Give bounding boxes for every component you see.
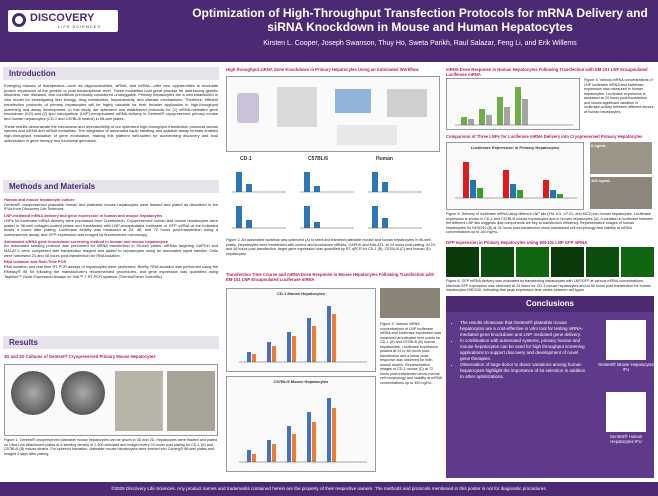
caption: Figure 4. Various mRNA concentrations of… bbox=[584, 78, 654, 114]
bar-chart bbox=[239, 398, 367, 463]
bar-chart bbox=[239, 306, 367, 363]
logo: DISCOVERY LIFE SCIENCES bbox=[8, 10, 118, 32]
subheading: High-throughput siRNA Gene Knockdown in … bbox=[226, 67, 419, 72]
workflow-diagram bbox=[226, 76, 440, 152]
bar-panels bbox=[232, 172, 422, 229]
culture-image bbox=[115, 371, 163, 431]
bar-chart bbox=[455, 87, 573, 126]
conclusion: Observation of large donor to donor vari… bbox=[460, 362, 588, 380]
methods: Human and mouse hepatocyte culture Gente… bbox=[4, 196, 218, 279]
conclusions-box: The results showcase that Gentest® plate… bbox=[446, 312, 654, 478]
logo-mark bbox=[12, 13, 26, 27]
method-text: LNPs for luciferase mRNA delivery were p… bbox=[4, 217, 218, 237]
caption: Figure 3. Various mRNA concentrations of… bbox=[380, 322, 442, 385]
method-text: RNA isolation and real time RT-PCR assay… bbox=[4, 264, 218, 279]
spheroid-image bbox=[11, 371, 55, 415]
header: DISCOVERY LIFE SCIENCES Optimization of … bbox=[0, 0, 658, 62]
subheading: Comparison of Three LNPs for Luciferase … bbox=[446, 134, 643, 139]
section-heading: Methods and Materials bbox=[3, 180, 219, 193]
instrument-icon bbox=[387, 89, 427, 117]
figure-1 bbox=[4, 364, 218, 436]
method-text: Gentest® cryopreserved plateable human a… bbox=[4, 201, 218, 212]
conclusion: In combination with automated systems, p… bbox=[460, 338, 588, 362]
intro: Emerging classes of therapeutics—such as… bbox=[4, 83, 218, 143]
image-label: 0 ng/mL bbox=[591, 143, 607, 148]
logo-sub: LIFE SCIENCES bbox=[58, 24, 102, 29]
conclusion: The results showcase that Gentest® plate… bbox=[460, 320, 588, 338]
gfp-image bbox=[586, 247, 619, 277]
gfp-image bbox=[446, 247, 479, 277]
chart-panel bbox=[446, 78, 580, 130]
logo-text: DISCOVERY bbox=[30, 12, 95, 24]
spheroid-image bbox=[61, 371, 105, 415]
section-heading: Conclusions bbox=[446, 296, 654, 312]
section-heading: Introduction bbox=[3, 67, 219, 80]
figure-2-panels: CD-1 C57BL/6 Human bbox=[226, 154, 440, 234]
chart-panel: C57BL/6 Mouse Hepatocytes bbox=[226, 376, 376, 472]
qr-label: Gentest® Mouse Hepatocytes IFU bbox=[598, 362, 654, 372]
subheading: 3D and 2D Cultures of Gentest® Cryoprese… bbox=[4, 354, 156, 359]
caption: Figure 1. Gentest® cryopreserved plateab… bbox=[4, 438, 218, 456]
footer: ©2025 Discovery Life Sciences. Any produ… bbox=[0, 482, 658, 496]
qr-label: Gentest® Human Hepatocytes IFU bbox=[609, 434, 643, 444]
micro-image: 0 ng/mL bbox=[590, 142, 652, 174]
method-title: Automated siRNA gene knockdown screening… bbox=[4, 238, 168, 244]
robot-icon bbox=[277, 87, 317, 127]
qpcr-icon bbox=[337, 125, 397, 145]
gfp-images bbox=[446, 247, 654, 277]
chart-panel: CD-1 Mouse Hepatocytes bbox=[226, 288, 376, 372]
caption: Figure 6. GFP mRNA delivery was evaluate… bbox=[446, 279, 651, 292]
subheading: GFP expression in Primary Hepatocytes Us… bbox=[446, 240, 588, 245]
chart-panel: Luciferase Expression in Primary Hepatoc… bbox=[446, 142, 584, 210]
paragraph: Emerging classes of therapeutics—such as… bbox=[4, 83, 218, 121]
gfp-image bbox=[516, 247, 549, 277]
panel-label: Human bbox=[376, 156, 393, 162]
section-heading: Results bbox=[3, 336, 219, 349]
gfp-image bbox=[621, 247, 654, 277]
conclusion-list: The results showcase that Gentest® plate… bbox=[446, 320, 588, 380]
chart-title: Luciferase Expression in Primary Hepatoc… bbox=[470, 145, 560, 150]
method-title: RNA isolation and Real-Time PCR bbox=[4, 259, 67, 265]
micro-image bbox=[380, 288, 440, 318]
culture-image bbox=[167, 371, 215, 431]
paragraph: These results demonstrate the robustness… bbox=[4, 123, 218, 143]
gfp-image bbox=[481, 247, 514, 277]
method-title: Human and mouse hepatocyte culture bbox=[4, 197, 75, 202]
method-title: LNP-mediated mRNA delivery and gene expr… bbox=[4, 213, 163, 219]
vial-icon bbox=[237, 93, 259, 123]
subheading: mRNA Dose Response in Human Hepatocytes … bbox=[446, 67, 648, 77]
authors: Kirsten L. Cooper, Joseph Swanson, Thuy … bbox=[263, 40, 577, 47]
method-text: An automated seeding protocol was perfor… bbox=[4, 243, 218, 258]
title: Optimization of High-Throughput Transfec… bbox=[192, 6, 648, 34]
panel-label: CD-1 bbox=[240, 156, 252, 162]
caption: Figure 2. An automated workflow was opti… bbox=[226, 238, 435, 256]
image-label: 100 ng/mL bbox=[591, 178, 611, 183]
plate-icon bbox=[335, 89, 371, 113]
subheading: Transfection Time Course and mRNA Dose R… bbox=[226, 272, 435, 282]
qr-code[interactable] bbox=[606, 320, 646, 360]
gfp-image bbox=[551, 247, 584, 277]
chart-title: CD-1 Mouse Hepatocytes bbox=[276, 291, 325, 296]
qr-code[interactable] bbox=[606, 392, 646, 432]
micro-image: 100 ng/mL bbox=[590, 177, 652, 209]
panel-label: C57BL/6 bbox=[308, 156, 329, 162]
caption: Figure 5. Delivery of luciferase mRNA us… bbox=[446, 212, 654, 234]
bar-chart bbox=[455, 162, 577, 199]
chart-title: C57BL/6 Mouse Hepatocytes bbox=[273, 379, 329, 384]
